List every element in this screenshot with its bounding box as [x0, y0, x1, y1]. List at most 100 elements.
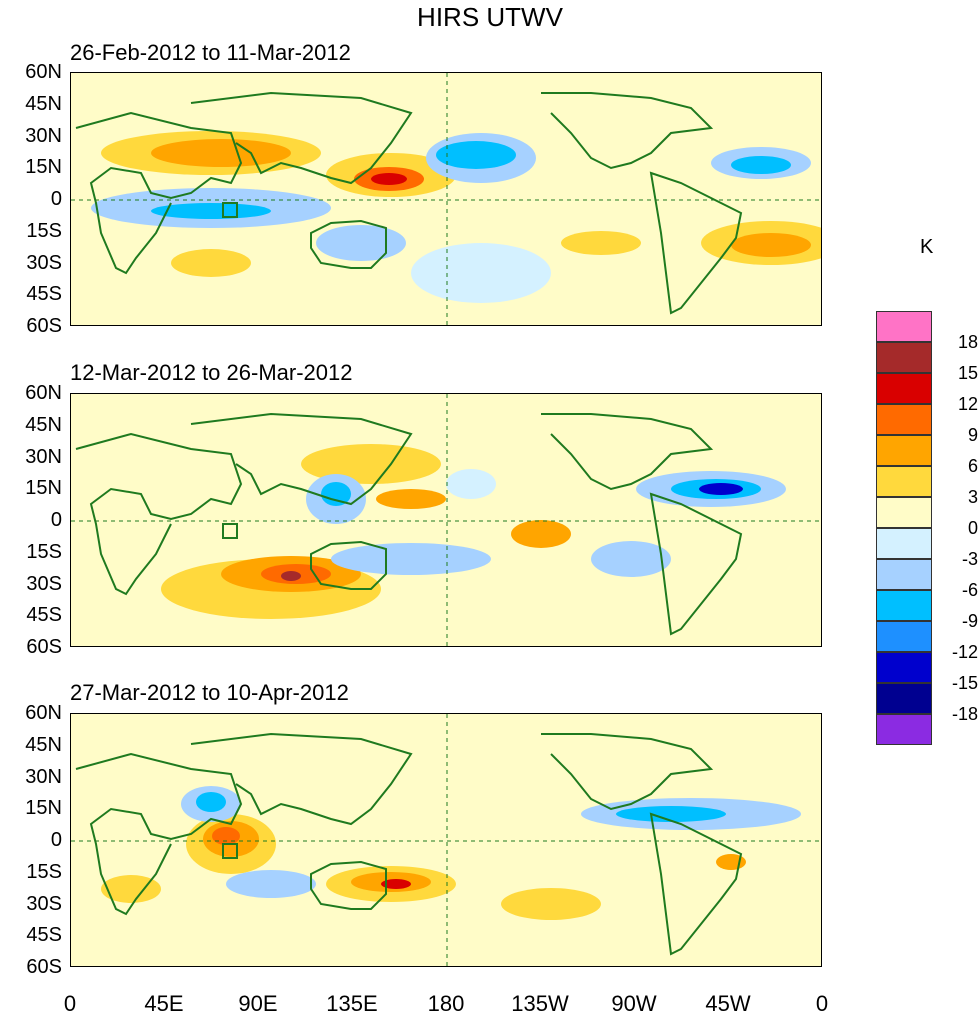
lat-tick-label: 60S	[26, 315, 62, 337]
anomaly-positive	[101, 875, 161, 903]
anomaly-negative	[731, 156, 791, 174]
lat-tick-label: 0	[50, 829, 62, 851]
lat-tick-label: 30N	[25, 765, 62, 788]
colorbar-swatch	[876, 435, 932, 466]
colorbar-unit: K	[920, 236, 934, 258]
panel-2-subtitle: 12-Mar-2012 to 26-Mar-2012	[70, 360, 353, 385]
colorbar-label: 12	[957, 394, 978, 414]
map-panel-3	[70, 713, 822, 967]
anomaly-positive	[376, 489, 446, 509]
colorbar-swatch	[876, 497, 932, 528]
colorbar-label: 6	[967, 456, 978, 476]
colorbar-label: 0	[967, 518, 978, 538]
colorbar-label: -12	[951, 642, 978, 662]
lat-tick-label: 45S	[26, 924, 62, 947]
anomaly-negative	[331, 543, 491, 575]
map-panel-1	[70, 72, 822, 326]
anomaly-negative	[436, 141, 516, 169]
lat-tick-label: 0	[50, 509, 62, 531]
anomaly-positive	[381, 879, 411, 889]
colorbar-label: 15	[957, 363, 978, 383]
lat-tick-label: 15N	[25, 797, 62, 820]
map-panel-2	[70, 393, 822, 647]
anomaly-negative	[591, 541, 671, 577]
lat-tick-label: 60S	[26, 956, 62, 978]
lat-tick-label: 15S	[26, 860, 62, 883]
lat-tick-label: 15N	[25, 156, 62, 179]
anomaly-positive	[281, 571, 301, 581]
colorbar-label: 18	[957, 332, 978, 352]
region-box	[222, 843, 238, 859]
anomaly-positive	[731, 233, 811, 257]
colorbar-label: 3	[967, 487, 978, 507]
colorbar-swatch	[876, 466, 932, 497]
lat-tick-label: 30S	[26, 892, 62, 915]
colorbar-swatch	[876, 621, 932, 652]
colorbar-label: -15	[951, 673, 978, 693]
lat-tick-label: 45N	[25, 413, 62, 436]
lon-tick-label: 180	[427, 991, 465, 1016]
anomaly-negative	[616, 806, 726, 822]
panel-1-subtitle: 26-Feb-2012 to 11-Mar-2012	[70, 40, 351, 65]
lat-tick-label: 15S	[26, 540, 62, 563]
anomaly-positive	[371, 173, 407, 185]
region-box	[222, 202, 238, 218]
anomaly-positive	[171, 249, 251, 277]
anomaly-positive	[561, 231, 641, 255]
lat-tick-label: 60S	[26, 636, 62, 658]
panel-3-subtitle: 27-Mar-2012 to 10-Apr-2012	[70, 680, 349, 705]
colorbar-swatch	[876, 528, 932, 559]
lat-tick-label: 45N	[25, 733, 62, 756]
anomaly-negative	[151, 203, 271, 219]
colorbar-label: -9	[961, 611, 978, 631]
anomaly-positive	[151, 139, 291, 167]
region-box	[222, 523, 238, 539]
colorbar-label: -3	[961, 549, 978, 569]
colorbar-swatch	[876, 373, 932, 404]
anomaly-negative	[196, 792, 226, 812]
coastline-icon	[75, 91, 743, 315]
colorbar-label: -6	[961, 580, 978, 600]
lat-tick-label: 30S	[26, 572, 62, 595]
lat-tick-label: 30N	[25, 124, 62, 147]
lon-tick-label: 90W	[611, 991, 657, 1016]
colorbar-swatch	[876, 311, 932, 342]
anomaly-positive	[511, 520, 571, 548]
anomaly-negative	[699, 483, 743, 495]
anomaly-negative	[316, 225, 406, 261]
lat-tick-label: 60N	[25, 61, 62, 83]
lat-tick-label: 60N	[25, 702, 62, 724]
lon-tick-label: 0	[63, 991, 77, 1016]
anomaly-negative	[226, 870, 316, 898]
anomaly-positive	[501, 888, 601, 920]
lat-tick-label: 0	[50, 188, 62, 210]
lat-tick-label: 15N	[25, 477, 62, 500]
lat-tick-label: 60N	[25, 382, 62, 404]
lon-tick-label: 90E	[238, 991, 278, 1016]
colorbar-label: 9	[967, 425, 978, 445]
lon-tick-label: 135W	[511, 991, 569, 1016]
lon-tick-label: 45W	[705, 991, 751, 1016]
lat-tick-label: 45N	[25, 92, 62, 115]
anomaly-negative	[446, 469, 496, 499]
colorbar-swatch	[876, 590, 932, 621]
anomaly-negative	[411, 243, 551, 303]
lon-tick-label: 135E	[326, 991, 378, 1016]
lat-tick-label: 30S	[26, 251, 62, 274]
colorbar-swatch	[876, 404, 932, 435]
colorbar-label: -18	[951, 704, 978, 724]
map-panel-3-svg	[71, 714, 821, 966]
lon-tick-label: 45E	[144, 991, 184, 1016]
anomaly-negative	[321, 482, 351, 506]
colorbar-swatch	[876, 683, 932, 714]
colorbar-swatch	[876, 342, 932, 373]
map-panel-2-svg	[71, 394, 821, 646]
figure-title: HIRS UTWV	[417, 2, 563, 32]
colorbar-swatch	[876, 559, 932, 590]
lat-tick-label: 45S	[26, 283, 62, 306]
anomaly-positive	[212, 827, 240, 845]
lat-tick-label: 45S	[26, 604, 62, 627]
colorbar-swatch	[876, 652, 932, 683]
colorbar-swatch	[876, 714, 932, 745]
coastline-icon	[75, 732, 743, 956]
